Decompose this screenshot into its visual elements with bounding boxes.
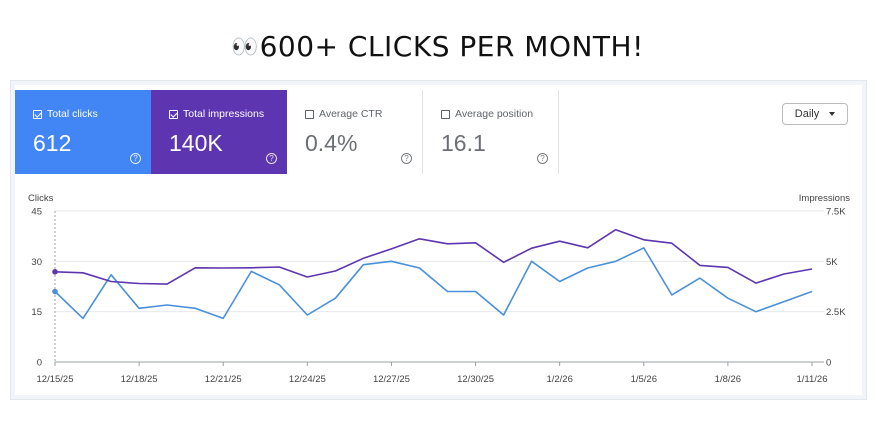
help-icon[interactable]: ? bbox=[130, 153, 141, 164]
metric-label: Average CTR bbox=[319, 108, 383, 120]
checkbox-unchecked-icon[interactable] bbox=[441, 109, 450, 119]
clicks-point bbox=[52, 288, 58, 295]
checkbox-checked-icon[interactable] bbox=[169, 109, 178, 119]
y-left-tick-label: 30 bbox=[31, 257, 42, 268]
metric-card-average-position[interactable]: Average position 16.1 ? bbox=[423, 90, 559, 174]
y-left-axis-title: Clicks bbox=[28, 193, 54, 204]
metric-value: 612 bbox=[33, 130, 72, 156]
x-tick-label: 12/30/25 bbox=[457, 374, 494, 385]
x-tick-label: 12/18/25 bbox=[121, 374, 158, 385]
metric-label: Average position bbox=[455, 108, 534, 120]
y-right-tick-label: 7.5K bbox=[826, 207, 846, 218]
checkbox-unchecked-icon[interactable] bbox=[305, 109, 314, 119]
metric-card-average-ctr[interactable]: Average CTR 0.4% ? bbox=[287, 90, 423, 174]
period-select-value: Daily bbox=[794, 108, 820, 120]
checkbox-checked-icon[interactable] bbox=[33, 109, 42, 119]
y-left-tick-label: 0 bbox=[37, 358, 42, 369]
clicks-series-line bbox=[54, 247, 813, 320]
headline-text: 600+ CLICKS PER MONTH! bbox=[259, 30, 644, 63]
x-tick-label: 1/2/26 bbox=[546, 374, 572, 385]
y-right-tick-label: 0 bbox=[826, 358, 831, 369]
metric-value: 16.1 bbox=[441, 130, 486, 156]
x-tick-label: 1/8/26 bbox=[715, 374, 741, 385]
headline: 👀 600+ CLICKS PER MONTH! bbox=[0, 30, 875, 63]
y-right-axis-title: Impressions bbox=[799, 193, 850, 204]
x-tick-label: 12/21/25 bbox=[205, 374, 242, 385]
period-select[interactable]: Daily bbox=[782, 103, 848, 125]
x-tick-label: 1/5/26 bbox=[631, 374, 657, 385]
metric-card-total-clicks[interactable]: Total clicks 612 ? bbox=[15, 90, 151, 174]
x-tick-label: 12/27/25 bbox=[373, 374, 410, 385]
metric-cards: Total clicks 612 ? Total impressions 140… bbox=[15, 90, 559, 174]
x-tick-label: 1/11/26 bbox=[797, 374, 828, 385]
metric-card-total-impressions[interactable]: Total impressions 140K ? bbox=[151, 90, 287, 174]
x-tick-label: 12/15/25 bbox=[37, 374, 74, 385]
metric-label: Total clicks bbox=[47, 108, 98, 120]
help-icon[interactable]: ? bbox=[266, 153, 277, 164]
metric-label: Total impressions bbox=[183, 108, 265, 120]
y-right-tick-label: 5K bbox=[826, 257, 838, 268]
x-tick-label: 12/24/25 bbox=[289, 374, 326, 385]
y-left-tick-label: 15 bbox=[31, 307, 42, 318]
eyes-emoji: 👀 bbox=[231, 35, 258, 60]
caret-down-icon bbox=[829, 112, 836, 116]
impressions-series-line bbox=[54, 228, 813, 285]
y-left-tick-label: 45 bbox=[31, 207, 42, 218]
metric-value: 0.4% bbox=[305, 130, 358, 156]
impressions-point bbox=[52, 269, 58, 275]
help-icon[interactable]: ? bbox=[537, 153, 548, 164]
y-right-tick-label: 2.5K bbox=[826, 307, 846, 318]
help-icon[interactable]: ? bbox=[401, 153, 412, 164]
metric-value: 140K bbox=[169, 130, 223, 156]
